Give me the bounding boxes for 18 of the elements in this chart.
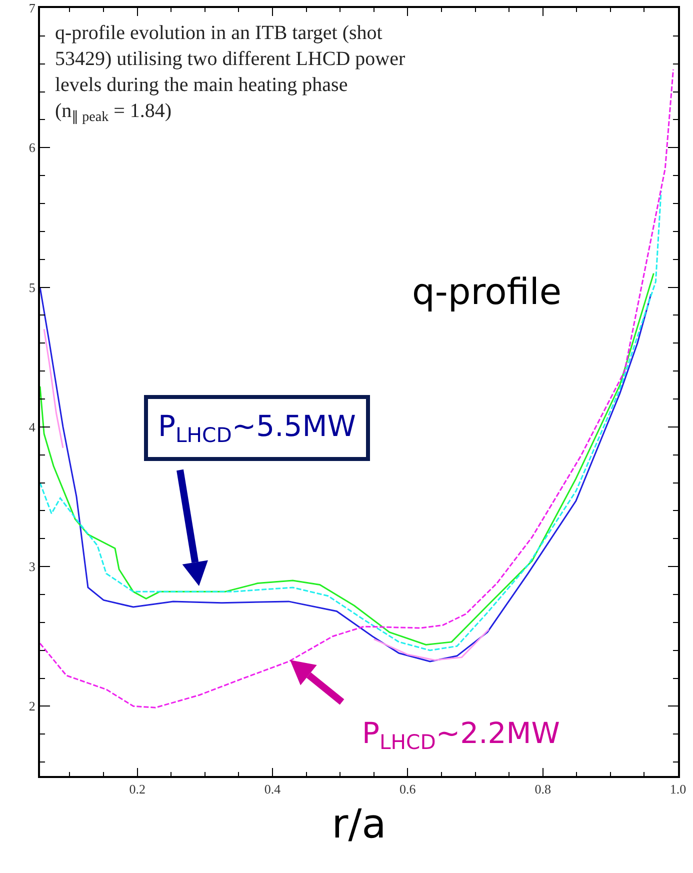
line-series — [40, 68, 674, 708]
annotation: q-profile evolution in an ITB target (shot 53429) utilising two different LHCD power levels during the main heating phase (n$_{∥ peak}$ = 1.84) — [55, 22, 406, 126]
x-tick-label: 0.2 — [129, 782, 146, 797]
annotation: P$_{LHCD}$~2.2MW — [362, 716, 560, 754]
y-tick-label: 2 — [28, 698, 36, 714]
x-tick-label: 1.0 — [670, 782, 686, 797]
x-tick-label: 0.8 — [534, 782, 551, 797]
y-tick-label: 7 — [28, 0, 36, 16]
x-axis-title: r/a — [332, 802, 386, 848]
y-tick-label: 6 — [28, 140, 36, 156]
y-tick-label: 5 — [28, 280, 36, 295]
line-series — [40, 190, 662, 652]
x-tick-label: 0.4 — [264, 782, 282, 797]
y-tick-label: 4 — [28, 419, 36, 434]
x-tick-label: 0.6 — [400, 782, 416, 797]
annotation: q-profile — [412, 272, 562, 313]
annotation: P$_{LHCD}$~5.5MW — [158, 409, 356, 448]
y-tick-label: 3 — [28, 559, 36, 574]
